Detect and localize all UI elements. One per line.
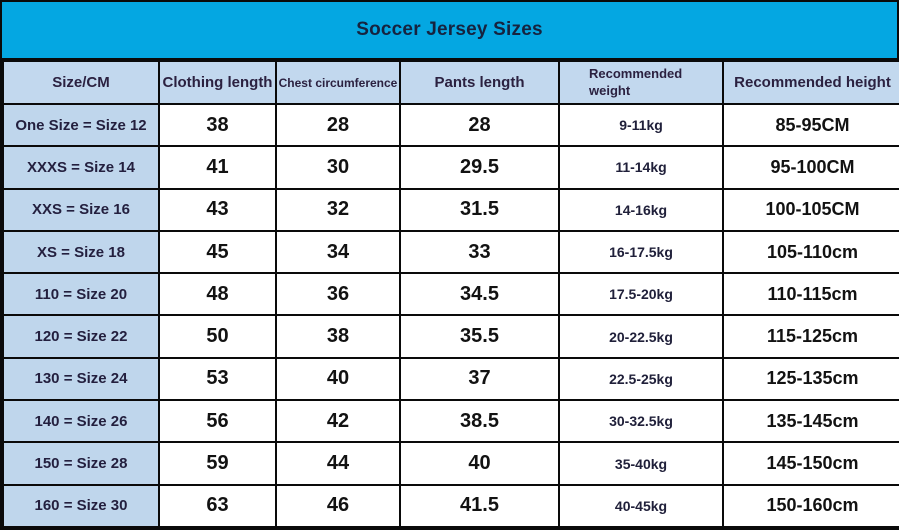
size-label-cell: 120 = Size 22 [2,314,160,359]
pants-length-cell: 38.5 [399,399,560,444]
size-label-cell: 110 = Size 20 [2,272,160,317]
chest-circumference-cell: 36 [275,272,401,317]
pants-length-cell: 28 [399,102,560,148]
table-row: 160 = Size 30 63 46 41.5 40-45kg 150-160cm [2,483,899,529]
size-label-cell: XXS = Size 16 [2,187,160,232]
clothing-length-cell: 50 [158,314,277,359]
pants-length-cell: 34.5 [399,272,560,317]
clothing-length-cell: 53 [158,356,277,402]
recommended-weight-cell: 11-14kg [558,145,724,190]
table-body: One Size = Size 12 38 28 28 9-11kg 85-95CM XXX… [2,102,899,529]
col-header-pants-length: Pants length [399,60,560,105]
size-label-cell: XXXS = Size 14 [2,145,160,190]
pants-length-cell: 33 [399,229,560,275]
recommended-weight-cell: 20-22.5kg [558,314,724,359]
recommended-height-cell: 125-135cm [722,356,899,402]
size-label-cell: XS = Size 18 [2,229,160,275]
table-row: XXXS = Size 14 41 30 29.5 11-14kg 95-100CM [2,145,899,190]
pants-length-cell: 29.5 [399,145,560,190]
header-row: Size/CM Clothing length Chest circumfere… [2,60,899,105]
pants-length-cell: 35.5 [399,314,560,359]
clothing-length-cell: 56 [158,399,277,444]
table-row: XXS = Size 16 43 32 31.5 14-16kg 100-105CM [2,187,899,232]
table-row: 130 = Size 24 53 40 37 22.5-25kg 125-135cm [2,356,899,402]
clothing-length-cell: 63 [158,483,277,529]
table-row: 120 = Size 22 50 38 35.5 20-22.5kg 115-125cm [2,314,899,359]
size-label-cell: One Size = Size 12 [2,102,160,148]
recommended-weight-cell: 22.5-25kg [558,356,724,402]
chest-circumference-cell: 30 [275,145,401,190]
col-header-recommended-weight: Recommended weight [558,60,724,105]
recommended-height-cell: 100-105CM [722,187,899,232]
size-label-cell: 140 = Size 26 [2,399,160,444]
clothing-length-cell: 38 [158,102,277,148]
size-label-cell: 150 = Size 28 [2,441,160,486]
recommended-weight-cell: 30-32.5kg [558,399,724,444]
recommended-weight-cell: 14-16kg [558,187,724,232]
clothing-length-cell: 45 [158,229,277,275]
recommended-weight-cell: 16-17.5kg [558,229,724,275]
pants-length-cell: 40 [399,441,560,486]
page-title: Soccer Jersey Sizes [356,19,543,40]
recommended-weight-cell: 40-45kg [558,483,724,529]
pants-length-cell: 37 [399,356,560,402]
chest-circumference-cell: 44 [275,441,401,486]
col-header-size: Size/CM [2,60,160,105]
recommended-height-cell: 145-150cm [722,441,899,486]
recommended-height-cell: 135-145cm [722,399,899,444]
recommended-height-cell: 85-95CM [722,102,899,148]
table-row: 140 = Size 26 56 42 38.5 30-32.5kg 135-145cm [2,399,899,444]
pants-length-cell: 31.5 [399,187,560,232]
chest-circumference-cell: 28 [275,102,401,148]
recommended-weight-cell: 35-40kg [558,441,724,486]
col-header-recommended-height: Recommended height [722,60,899,105]
size-label-cell: 130 = Size 24 [2,356,160,402]
chest-circumference-cell: 42 [275,399,401,444]
table-row: XS = Size 18 45 34 33 16-17.5kg 105-110cm [2,229,899,275]
recommended-height-cell: 95-100CM [722,145,899,190]
chest-circumference-cell: 34 [275,229,401,275]
chest-circumference-cell: 38 [275,314,401,359]
col-header-clothing-length: Clothing length [158,60,277,105]
pants-length-cell: 41.5 [399,483,560,529]
col-header-recommended-weight-label: Recommended weight [589,66,683,98]
table-row: 110 = Size 20 48 36 34.5 17.5-20kg 110-115cm [2,272,899,317]
chest-circumference-cell: 40 [275,356,401,402]
table-row: 150 = Size 28 59 44 40 35-40kg 145-150cm [2,441,899,486]
table-row: One Size = Size 12 38 28 28 9-11kg 85-95CM [2,102,899,148]
col-header-chest-circumference: Chest circumference [275,60,401,105]
chest-circumference-cell: 46 [275,483,401,529]
clothing-length-cell: 41 [158,145,277,190]
chest-circumference-cell: 32 [275,187,401,232]
clothing-length-cell: 59 [158,441,277,486]
clothing-length-cell: 48 [158,272,277,317]
recommended-weight-cell: 17.5-20kg [558,272,724,317]
chart-title-bar: Soccer Jersey Sizes [2,2,897,60]
recommended-height-cell: 150-160cm [722,483,899,529]
recommended-weight-cell: 9-11kg [558,102,724,148]
size-table: Size/CM Clothing length Chest circumfere… [2,60,899,529]
clothing-length-cell: 43 [158,187,277,232]
recommended-height-cell: 110-115cm [722,272,899,317]
recommended-height-cell: 105-110cm [722,229,899,275]
size-label-cell: 160 = Size 30 [2,483,160,529]
recommended-height-cell: 115-125cm [722,314,899,359]
